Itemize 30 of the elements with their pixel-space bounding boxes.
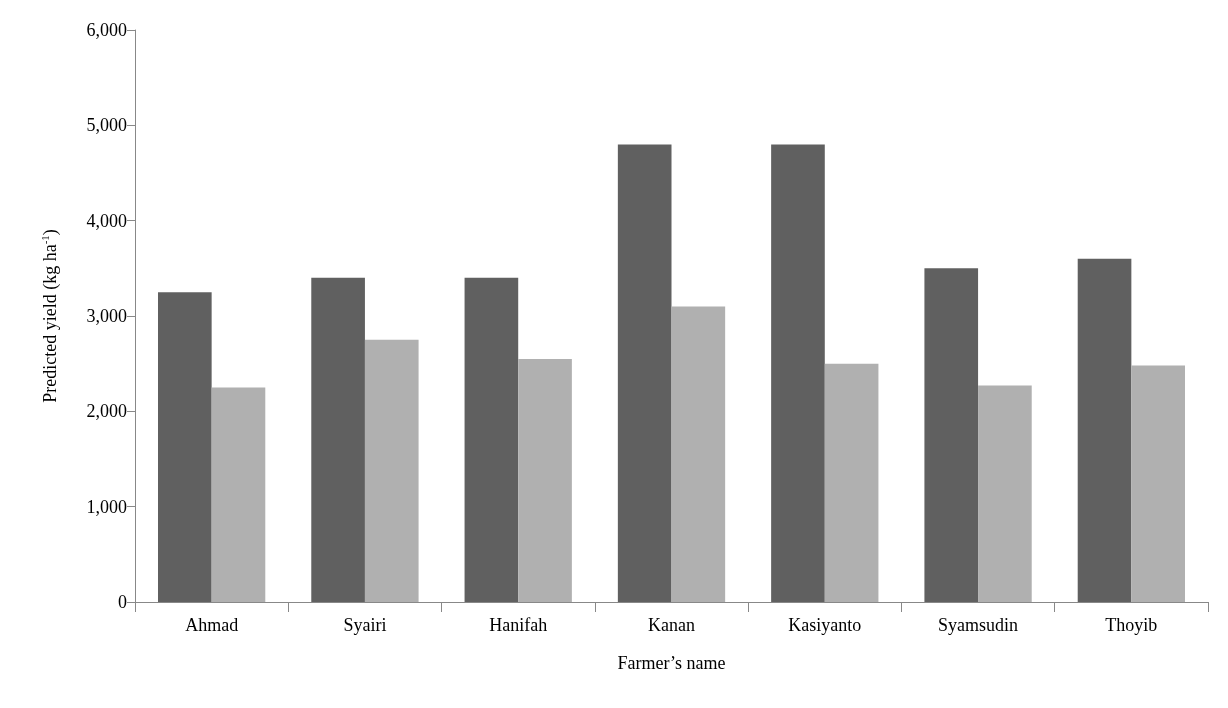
bar [518,358,572,602]
bar [157,292,212,602]
y-axis-title: Predicted yield (kg ha-1) [38,229,61,403]
y-tick-label: 0 [118,592,127,612]
x-tick-label: Hanifah [489,615,548,635]
bar [924,268,979,602]
bar [364,339,419,602]
bar [464,277,519,602]
bar [1131,365,1186,602]
x-tick-label: Thoyib [1105,615,1158,635]
bar [617,144,672,602]
y-tick-label: 5,000 [86,115,127,136]
y-tick-label: 2,000 [86,401,127,422]
bar [978,385,1032,602]
y-tick-label: 6,000 [86,20,127,40]
y-tick-label: 3,000 [86,306,127,326]
bar [1077,258,1132,602]
bar [311,277,365,602]
bar [824,363,879,602]
x-tick-label: Syamsudin [938,615,1019,635]
x-tick-label: Syairi [343,615,387,635]
x-tick-label: Kanan [648,615,695,635]
x-tick-label: Kasiyanto [788,615,862,635]
x-axis-title: Farmer’s name [617,653,726,673]
y-tick-label: 4,000 [86,210,127,231]
bar [771,144,825,602]
y-tick-label: 1,000 [86,496,127,517]
bar [211,387,266,602]
bar [671,306,726,602]
x-tick-label: Ahmad [185,615,239,635]
